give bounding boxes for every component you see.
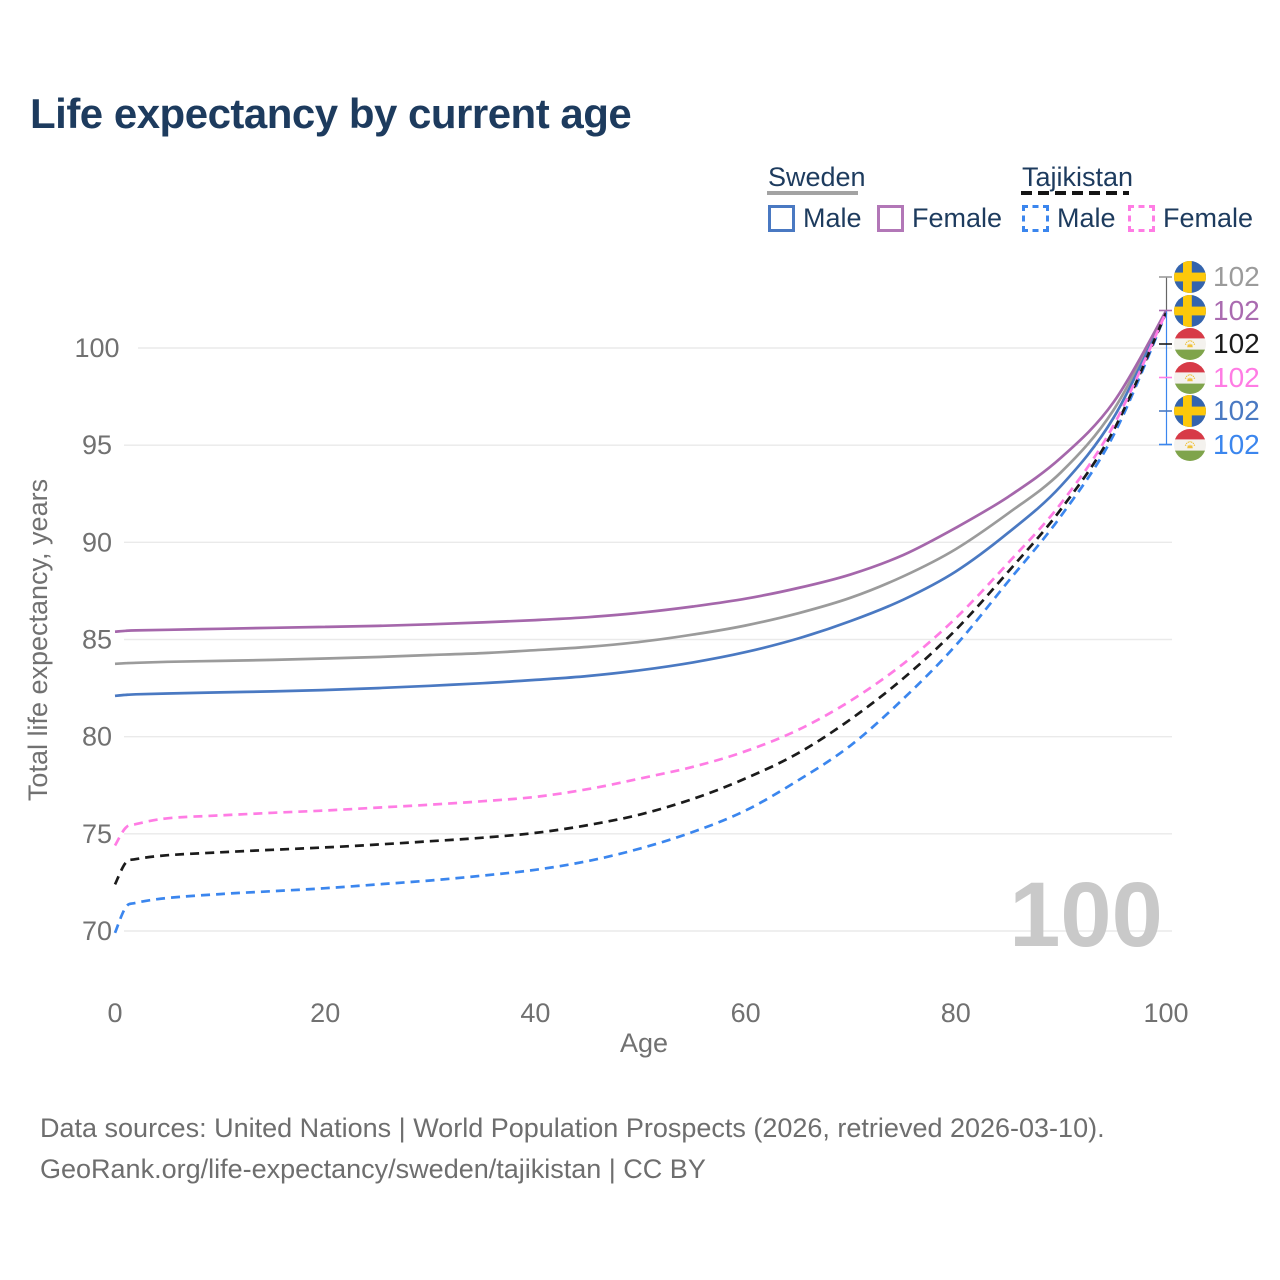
endpoint-label-row: 102 [1174,395,1260,427]
series-line-sweden-female [114,310,1168,634]
legend-item-sweden-female[interactable]: Female [877,203,1002,234]
y-tick-label: 95 [82,430,112,460]
endpoint-label-row: 102 [1174,328,1260,360]
endpoint-value: 102 [1213,328,1260,359]
y-tick-label: 90 [82,527,112,557]
endpoint-leader-lines [1159,276,1172,446]
footer-sources: Data sources: United Nations | World Pop… [40,1113,1105,1143]
sweden-flag-icon [1174,261,1206,293]
sweden-flag-icon [1174,295,1206,327]
y-axis-title: Total life expectancy, years [23,479,53,801]
y-tick-label: 80 [82,722,112,752]
footer: Data sources: United Nations | World Pop… [40,1108,1105,1190]
x-tick-label: 20 [310,998,340,1028]
y-tick-label: 70 [82,916,112,946]
endpoint-label-row: 102 [1174,294,1260,327]
sweden-flag-icon [1174,395,1206,427]
axis-ticks: 70 75 80 85 90 95 100 0 20 40 60 80 100 [74,333,1188,1028]
y-tick-label: 85 [82,625,112,655]
x-tick-label: 0 [107,998,122,1028]
legend-underline-sweden [767,191,858,195]
footer-link: GeoRank.org/life-expectancy/sweden/tajik… [40,1154,706,1184]
x-axis-title: Age [620,1028,668,1058]
legend-item-tajikistan-female[interactable]: Female [1128,203,1253,234]
endpoint-value: 102 [1213,261,1260,292]
legend-item-label: Female [912,203,1003,233]
tajikistan-flag-icon [1174,328,1206,360]
endpoint-label-row: 102 [1174,361,1260,394]
legend-item-label: Female [1163,203,1254,233]
legend-group-sweden: Sweden [768,162,866,192]
endpoint-value: 102 [1213,294,1260,326]
tajikistan-male-swatch-icon [1022,205,1049,232]
legend-group-tajikistan: Tajikistan [1022,162,1134,192]
endpoint-value: 102 [1213,395,1260,426]
x-tick-label: 100 [1143,998,1188,1028]
legend-item-label: Male [1057,203,1116,233]
x-tick-label: 60 [731,998,761,1028]
legend-underline-tajikistan [1021,191,1129,195]
tajikistan-female-swatch-icon [1128,205,1155,232]
watermark: 100 [1009,864,1163,966]
series-line-tajikistan-male [113,312,1168,934]
legend-item-label: Male [803,203,862,233]
series-line-sweden-both-sexes- [114,310,1168,666]
series-line-tajikistan-both-sexes- [113,312,1168,886]
sweden-male-swatch-icon [768,205,795,232]
sweden-female-swatch-icon [877,205,904,232]
endpoint-value: 102 [1213,428,1260,460]
legend-item-sweden-male[interactable]: Male [768,203,862,234]
y-tick-label: 75 [82,819,112,849]
series-curves [113,310,1168,934]
endpoint-value: 102 [1213,361,1260,393]
endpoint-label-row: 102 [1174,428,1260,461]
legend-item-tajikistan-male[interactable]: Male [1022,203,1116,234]
tajikistan-flag-icon [1174,362,1206,394]
series-line-sweden-male [114,311,1168,698]
endpoint-label-row: 102 [1174,261,1260,293]
x-tick-label: 40 [520,998,550,1028]
x-tick-label: 80 [941,998,971,1028]
page-title: Life expectancy by current age [30,90,632,137]
series-line-tajikistan-female [113,312,1168,847]
y-tick-label: 100 [74,333,119,363]
tajikistan-flag-icon [1174,429,1206,461]
gridlines [124,347,1172,932]
